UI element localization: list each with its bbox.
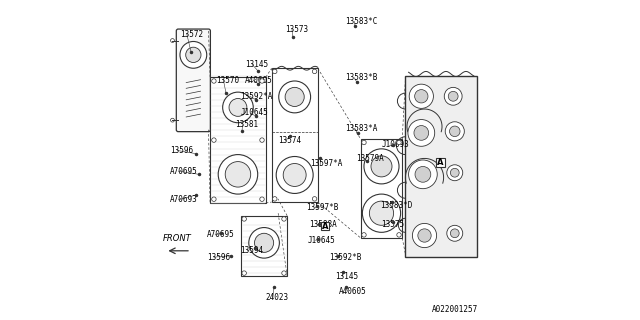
Text: 13597*A: 13597*A [310, 159, 343, 168]
Text: 13583*C: 13583*C [345, 17, 377, 26]
Text: 13583*B: 13583*B [345, 73, 377, 82]
Text: 13592*B: 13592*B [330, 253, 362, 262]
Circle shape [409, 84, 433, 108]
Circle shape [223, 92, 253, 123]
Circle shape [186, 47, 201, 62]
Circle shape [418, 229, 431, 242]
Text: 13583*A: 13583*A [346, 124, 378, 133]
Circle shape [255, 233, 274, 252]
Circle shape [369, 201, 394, 225]
Text: 13572: 13572 [180, 30, 203, 39]
Circle shape [362, 140, 366, 145]
Text: J10645: J10645 [241, 108, 268, 117]
Text: FRONT: FRONT [163, 235, 191, 244]
Circle shape [171, 39, 174, 43]
Text: A: A [437, 158, 444, 167]
Circle shape [451, 168, 459, 177]
Text: 13596: 13596 [170, 146, 193, 155]
Circle shape [447, 165, 463, 181]
Circle shape [414, 125, 429, 140]
Text: 13581: 13581 [236, 120, 259, 130]
Circle shape [273, 197, 277, 201]
Text: 13145: 13145 [245, 60, 268, 69]
Circle shape [212, 197, 216, 201]
Text: 13588A: 13588A [309, 220, 337, 229]
Circle shape [449, 126, 460, 137]
Circle shape [447, 225, 463, 241]
FancyBboxPatch shape [271, 68, 318, 202]
Circle shape [408, 120, 435, 146]
Circle shape [312, 197, 317, 201]
Circle shape [444, 87, 462, 105]
Text: A40605: A40605 [339, 287, 367, 296]
Circle shape [242, 217, 246, 221]
Text: A70695: A70695 [207, 230, 235, 239]
Circle shape [273, 69, 277, 74]
Circle shape [212, 79, 216, 83]
Circle shape [397, 140, 401, 145]
Circle shape [312, 69, 317, 74]
Circle shape [397, 233, 401, 237]
Text: A40605: A40605 [245, 76, 273, 85]
Circle shape [408, 160, 437, 189]
Circle shape [362, 233, 366, 237]
Text: 13575: 13575 [381, 220, 404, 229]
Text: A70695: A70695 [170, 167, 198, 176]
Text: 13583*D: 13583*D [381, 201, 413, 210]
Text: A: A [321, 222, 328, 231]
FancyBboxPatch shape [361, 139, 402, 238]
Circle shape [448, 92, 458, 101]
Circle shape [412, 223, 436, 248]
Text: A70693: A70693 [170, 195, 198, 204]
Circle shape [415, 90, 428, 103]
Text: 13594: 13594 [241, 246, 264, 255]
Text: 13592*A: 13592*A [241, 92, 273, 101]
Circle shape [212, 138, 216, 142]
Text: 13574: 13574 [278, 136, 301, 145]
Text: J10645: J10645 [307, 236, 335, 245]
Circle shape [284, 164, 306, 187]
Circle shape [260, 79, 264, 83]
Circle shape [279, 81, 310, 113]
Circle shape [451, 229, 459, 238]
Circle shape [276, 156, 313, 194]
Circle shape [225, 162, 251, 187]
Text: 13597*B: 13597*B [306, 203, 338, 212]
Circle shape [364, 149, 399, 184]
Circle shape [249, 228, 280, 258]
Circle shape [260, 197, 264, 201]
Text: 13573: 13573 [285, 25, 308, 34]
Circle shape [171, 118, 174, 122]
Circle shape [180, 42, 207, 68]
Circle shape [445, 122, 465, 141]
Circle shape [362, 194, 401, 232]
FancyBboxPatch shape [241, 216, 287, 276]
FancyBboxPatch shape [321, 222, 329, 230]
Text: 13579A: 13579A [356, 154, 383, 163]
Text: A022001257: A022001257 [431, 305, 477, 314]
FancyBboxPatch shape [176, 29, 211, 132]
Text: J10693: J10693 [381, 140, 409, 149]
Circle shape [282, 271, 286, 275]
FancyBboxPatch shape [436, 158, 445, 167]
Circle shape [260, 138, 264, 142]
Circle shape [229, 99, 247, 116]
Circle shape [371, 156, 392, 177]
Text: 24023: 24023 [266, 293, 289, 302]
Text: 13570: 13570 [216, 76, 239, 85]
Circle shape [415, 166, 431, 182]
FancyBboxPatch shape [405, 76, 477, 257]
Circle shape [285, 87, 304, 107]
Text: 13596: 13596 [207, 253, 230, 262]
Circle shape [242, 271, 246, 275]
FancyBboxPatch shape [210, 77, 266, 203]
Text: 13145: 13145 [335, 272, 358, 281]
Circle shape [218, 155, 258, 194]
Circle shape [282, 217, 286, 221]
